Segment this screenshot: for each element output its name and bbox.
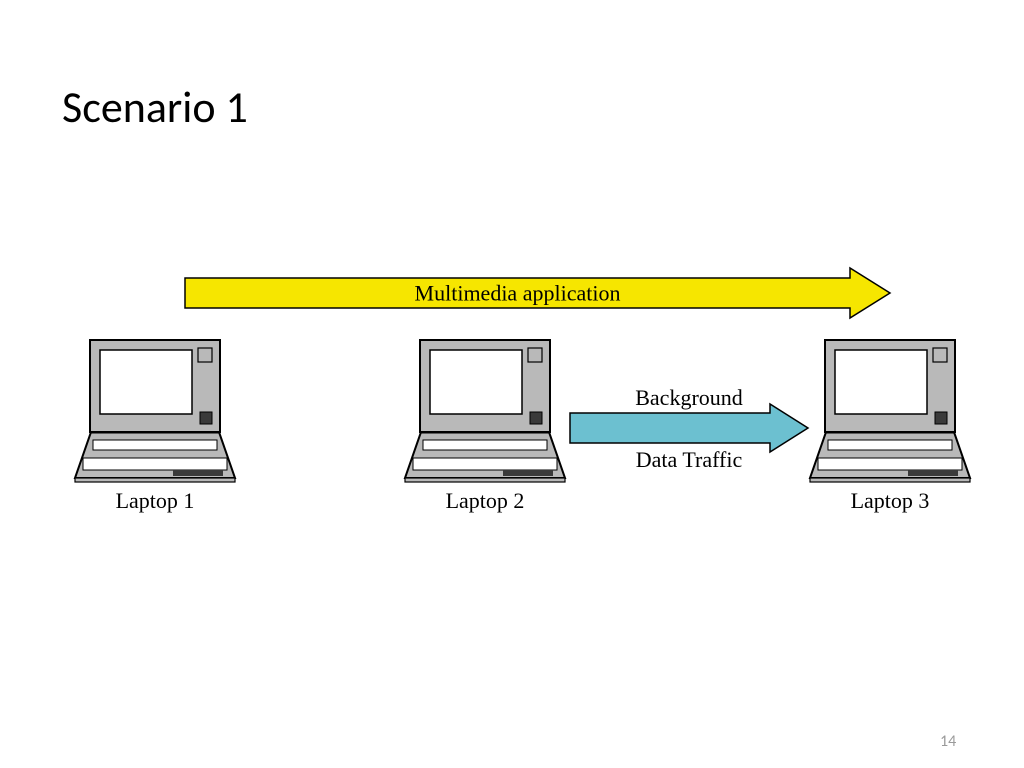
laptop-icon: Laptop 3 <box>810 340 970 513</box>
multimedia-arrow-label: Multimedia application <box>415 281 621 306</box>
laptop-label: Laptop 1 <box>116 488 195 513</box>
multimedia-arrow: Multimedia application <box>185 268 890 318</box>
background-label-bottom: Data Traffic <box>636 447 743 472</box>
background-label-top: Background <box>635 385 743 410</box>
background-traffic-arrow: Background Data Traffic <box>570 385 808 472</box>
laptop-label: Laptop 2 <box>446 488 525 513</box>
laptop-icon: Laptop 2 <box>405 340 565 513</box>
scenario-diagram: Multimedia application Background Data Tra… <box>0 0 1024 768</box>
laptop-icon: Laptop 1 <box>75 340 235 513</box>
laptop-label: Laptop 3 <box>851 488 930 513</box>
